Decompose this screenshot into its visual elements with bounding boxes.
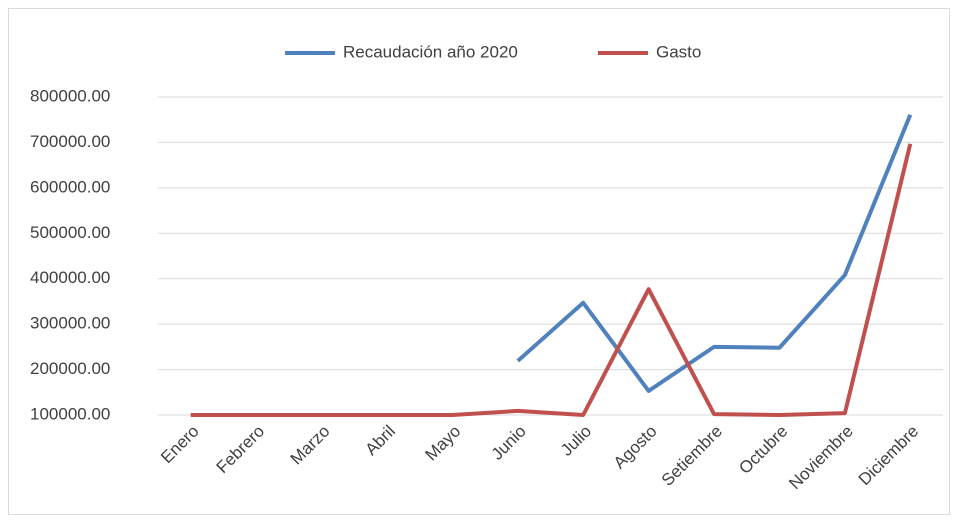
series-line <box>516 113 913 393</box>
y-tick-label: 300000.00 <box>30 314 110 333</box>
y-tick-label: 700000.00 <box>30 132 110 151</box>
series-line <box>190 143 913 417</box>
y-tick-label: 600000.00 <box>30 177 110 196</box>
legend-label: Recaudación año 2020 <box>343 42 518 61</box>
y-tick-label: 200000.00 <box>30 359 110 378</box>
y-tick-label: 100000.00 <box>30 404 110 423</box>
y-tick-label: 800000.00 <box>30 86 110 105</box>
chart-border <box>8 8 950 515</box>
y-tick-label: 400000.00 <box>30 268 110 287</box>
y-tick-label: 500000.00 <box>30 223 110 242</box>
legend-label: Gasto <box>656 42 701 61</box>
